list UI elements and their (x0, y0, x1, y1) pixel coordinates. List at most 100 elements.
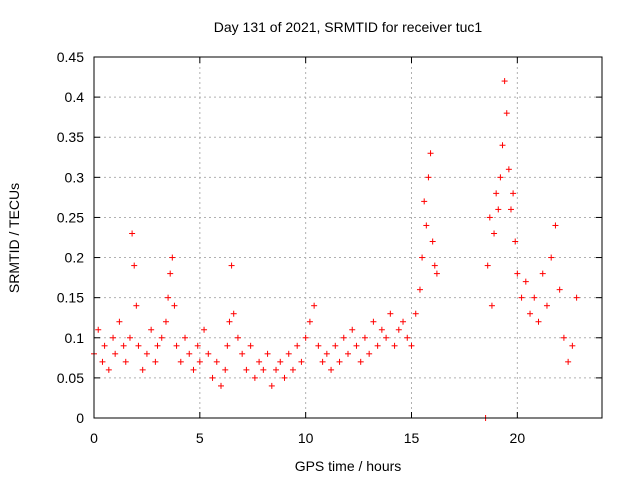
data-point (169, 254, 176, 261)
data-point (332, 342, 339, 349)
data-point (404, 334, 411, 341)
data-point (510, 190, 517, 197)
y-tick-label: 0 (76, 410, 84, 426)
x-tick-label: 0 (90, 430, 98, 446)
data-point (315, 342, 322, 349)
data-points (91, 78, 580, 421)
y-tick-label: 0.05 (57, 370, 84, 386)
data-point (152, 358, 159, 365)
axis-ticks: 0 5 10 15 20 0 0.05 0.1 0.15 0.2 0.25 0.3 0.35 0.4 0.4… (57, 49, 602, 446)
data-point (370, 318, 377, 325)
data-point (222, 366, 229, 373)
data-point (378, 326, 385, 333)
data-point (122, 358, 129, 365)
data-point (135, 342, 142, 349)
data-point (512, 238, 519, 245)
data-point (535, 318, 542, 325)
x-tick-label: 15 (404, 430, 420, 446)
data-point (518, 294, 525, 301)
x-tick-label: 20 (510, 430, 526, 446)
data-point (247, 342, 254, 349)
data-point (429, 238, 436, 245)
data-point (353, 342, 360, 349)
data-point (205, 350, 212, 357)
data-point (425, 174, 432, 181)
data-point (162, 318, 169, 325)
plot-frame (93, 56, 603, 419)
data-point (427, 150, 434, 157)
data-point (421, 198, 428, 205)
data-point (357, 358, 364, 365)
data-point (294, 342, 301, 349)
data-point (289, 366, 296, 373)
chart-title: Day 131 of 2021, SRMTID for receiver tuc… (214, 19, 483, 35)
y-tick-label: 0.4 (65, 89, 85, 105)
data-point (505, 166, 512, 173)
data-point (201, 326, 208, 333)
data-point (433, 270, 440, 277)
data-point (186, 350, 193, 357)
data-point (120, 342, 127, 349)
y-tick-label: 0.3 (65, 169, 85, 185)
data-point (302, 334, 309, 341)
y-tick-label: 0.35 (57, 129, 84, 145)
data-point (105, 366, 112, 373)
data-point (171, 302, 178, 309)
data-point (565, 358, 572, 365)
data-point (423, 222, 430, 229)
data-point (264, 350, 271, 357)
data-point (256, 358, 263, 365)
data-point (154, 342, 161, 349)
data-point (139, 366, 146, 373)
y-axis-label: SRMTID / TECUs (6, 183, 22, 293)
y-tick-label: 0.45 (57, 49, 84, 65)
data-point (190, 366, 197, 373)
data-point (239, 350, 246, 357)
data-point (323, 350, 330, 357)
data-point (531, 294, 538, 301)
data-point (177, 358, 184, 365)
data-point (260, 366, 267, 373)
data-point (129, 230, 136, 237)
data-point (543, 302, 550, 309)
data-point (484, 262, 491, 269)
data-point (361, 334, 368, 341)
data-point (194, 342, 201, 349)
data-point (408, 342, 415, 349)
data-point (268, 382, 275, 389)
data-point (349, 326, 356, 333)
data-point (340, 334, 347, 341)
x-tick-label: 5 (196, 430, 204, 446)
data-point (527, 310, 534, 317)
data-point (345, 350, 351, 357)
data-point (243, 366, 250, 373)
data-point (374, 342, 381, 349)
data-point (552, 222, 559, 229)
data-point (548, 254, 555, 261)
data-point (273, 366, 280, 373)
data-point (503, 110, 510, 117)
data-point (556, 286, 563, 293)
data-point (560, 334, 567, 341)
data-point (400, 318, 407, 325)
data-point (497, 174, 504, 181)
data-point (230, 310, 237, 317)
data-point (182, 334, 189, 341)
data-point (573, 294, 580, 301)
data-point (419, 254, 426, 261)
y-tick-label: 0.25 (57, 209, 84, 225)
data-point (281, 374, 288, 381)
x-axis-label: GPS time / hours (295, 458, 402, 474)
y-tick-label: 0.2 (65, 250, 85, 266)
data-point (391, 342, 398, 349)
data-point (209, 374, 216, 381)
data-point (522, 278, 529, 285)
data-point (158, 334, 165, 341)
data-point (165, 294, 172, 301)
data-point (143, 350, 150, 357)
data-point (431, 262, 438, 269)
data-point (569, 342, 576, 349)
data-point (395, 326, 402, 333)
y-tick-label: 0.1 (65, 330, 85, 346)
data-point (131, 262, 138, 269)
